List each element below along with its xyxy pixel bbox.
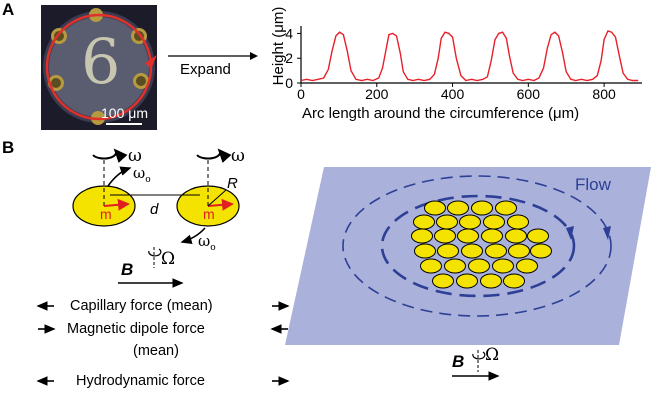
expand-label: Expand	[180, 61, 231, 78]
cluster-disk	[444, 258, 466, 274]
cluster-disk	[495, 200, 517, 216]
omega-field-left: Ω	[161, 249, 176, 269]
omega-o-top: ωo	[133, 164, 151, 185]
cluster-disk	[485, 243, 507, 259]
cluster-disk	[457, 228, 479, 244]
x-tick-label: 600	[517, 86, 541, 102]
capillary-force-label: Capillary force (mean)	[70, 298, 213, 314]
cluster-disk	[492, 258, 514, 274]
y-tick-label: 2	[285, 50, 293, 66]
cluster-disk	[459, 214, 481, 230]
cluster-disk	[437, 243, 459, 259]
cluster-disk	[483, 214, 505, 230]
x-tick-label: 0	[297, 86, 305, 102]
omega-field-right: Ω	[485, 345, 500, 365]
cluster-disk	[434, 228, 456, 244]
cluster-disk	[516, 258, 538, 274]
y-tick-label: 4	[285, 25, 293, 41]
cluster-disk	[471, 200, 493, 216]
cluster-disk	[461, 243, 483, 259]
cluster-disk	[505, 228, 527, 244]
x-tick-label: 200	[365, 86, 389, 102]
field-label-right: B	[452, 352, 465, 371]
radius-label: R	[227, 175, 238, 192]
moment-right: m	[203, 206, 215, 222]
microscope-photo: 6 100 μm	[41, 5, 157, 130]
magnetic-force-label: Magnetic dipole force	[67, 321, 205, 337]
cluster-disk	[414, 243, 436, 259]
cluster-disk	[530, 243, 552, 259]
distance-label: d	[150, 201, 159, 218]
cluster-disk	[420, 258, 442, 274]
scale-bar-label: 100 μm	[101, 105, 148, 121]
x-tick-label: 400	[441, 86, 465, 102]
cluster-disk	[424, 200, 446, 216]
height-profile-line	[300, 30, 639, 82]
panel-b-label: B	[2, 138, 15, 157]
cluster-disk	[480, 273, 502, 289]
cluster-disk	[456, 273, 478, 289]
cluster-disk	[447, 200, 469, 216]
photo-digit: 6	[81, 25, 121, 98]
cluster-disk	[508, 243, 530, 259]
disk-cluster	[411, 200, 552, 289]
panel-a-label: A	[2, 0, 15, 19]
cluster-disk	[527, 228, 549, 244]
photo-graphic	[41, 5, 157, 130]
x-axis-title: Arc length around the circumference (μm)	[302, 105, 580, 122]
cluster-disk	[481, 228, 503, 244]
flow-label: Flow	[575, 175, 611, 194]
moment-left: m	[100, 206, 112, 222]
cluster-disk	[436, 214, 458, 230]
omega-right: ω	[231, 146, 245, 166]
y-tick-label: 0	[285, 75, 293, 91]
cluster-disk	[432, 273, 454, 289]
hydrodynamic-force-label: Hydrodynamic force	[76, 373, 205, 389]
magnetic-force-label-2: (mean)	[133, 343, 179, 359]
omega-left: ω	[128, 146, 142, 166]
cluster-disk	[413, 214, 435, 230]
cluster-disk	[507, 214, 529, 230]
cluster-disk	[468, 258, 490, 274]
x-tick-label: 800	[592, 86, 616, 102]
field-label-left: B	[121, 260, 134, 279]
omega-o-bottom: ωo	[198, 232, 216, 253]
cluster-disk	[411, 228, 433, 244]
cluster-disk	[503, 273, 525, 289]
scale-bar	[106, 123, 142, 125]
